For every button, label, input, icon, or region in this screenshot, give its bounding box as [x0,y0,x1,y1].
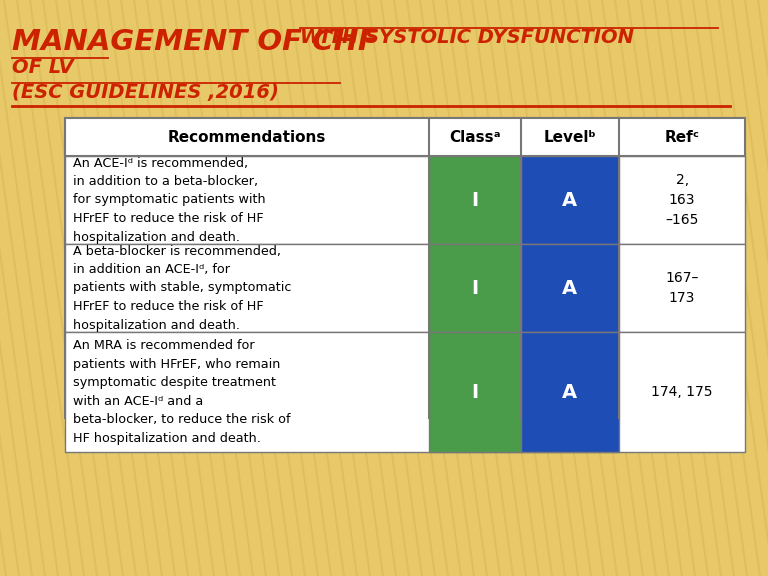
Bar [521,156,619,244]
Text: An ACE-Iᵈ is recommended,
in addition to a beta-blocker,
for symptomatic patient: An ACE-Iᵈ is recommended, in addition to… [73,157,266,244]
Text: MANAGEMENT OF CHF: MANAGEMENT OF CHF [12,28,378,56]
Bar [65,156,745,244]
Bar [429,156,521,244]
Text: 167–
173: 167– 173 [665,271,699,305]
Text: WITH SYSTOLIC DYSFUNCTION: WITH SYSTOLIC DYSFUNCTION [300,28,634,47]
Text: A: A [562,191,578,210]
Text: A: A [562,279,578,297]
Text: Levelᵇ: Levelᵇ [544,130,596,145]
Text: I: I [471,191,478,210]
Text: OF LV: OF LV [12,58,74,77]
Bar [521,244,619,332]
Text: I: I [471,382,478,401]
Bar [65,332,745,452]
Bar [521,332,619,452]
Text: A: A [562,382,578,401]
Text: An MRA is recommended for
patients with HFrEF, who remain
symptomatic despite tr: An MRA is recommended for patients with … [73,339,290,445]
Text: (ESC GUIDELINES ,2016): (ESC GUIDELINES ,2016) [12,83,279,102]
Bar [65,118,745,418]
Bar [65,244,745,332]
Text: Recommendations: Recommendations [167,130,326,145]
Text: I: I [471,279,478,297]
Text: A beta-blocker is recommended,
in addition an ACE-Iᵈ, for
patients with stable, : A beta-blocker is recommended, in additi… [73,244,291,332]
Text: Classᵃ: Classᵃ [449,130,501,145]
Bar [429,244,521,332]
Text: Refᶜ: Refᶜ [664,130,700,145]
Bar [65,118,745,156]
Text: 2,
163
–165: 2, 163 –165 [665,173,699,226]
Bar [429,332,521,452]
Text: 174, 175: 174, 175 [651,385,713,399]
